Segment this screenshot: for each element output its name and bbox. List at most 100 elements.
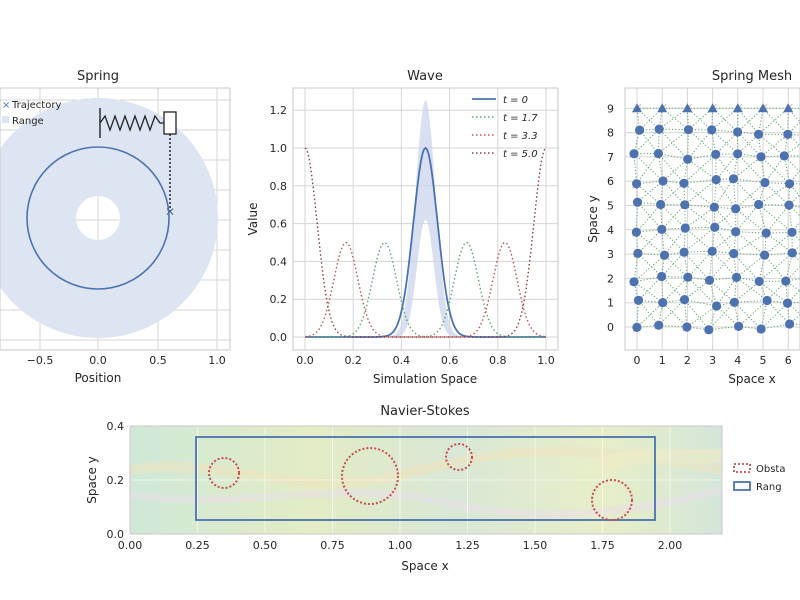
mesh-spring (735, 182, 766, 210)
wave-series-line (305, 241, 546, 338)
mesh-fixed-node (732, 103, 743, 113)
wave-ytick: 0.2 (270, 293, 288, 306)
mesh-spring (758, 252, 793, 282)
mesh-fixed-node (657, 103, 668, 113)
mesh-spring (736, 254, 765, 278)
mesh-spring (664, 227, 686, 256)
mesh-spring (785, 280, 800, 292)
mesh-node (683, 125, 694, 135)
mesh-spring (758, 107, 789, 135)
mesh-frame (624, 87, 800, 351)
navier-panel: Navier-Stokes 0.00 0.25 0.50 0.75 1.00 1.25 1.… (85, 404, 785, 573)
mesh-xtick: 5 (760, 354, 767, 367)
mesh-node (760, 178, 770, 188)
mesh-spring (737, 153, 766, 183)
mesh-node (754, 276, 764, 286)
mesh-node (653, 148, 664, 159)
mesh-ytick: 9 (607, 102, 614, 115)
mesh-xtick: 0 (634, 354, 641, 367)
wave-ticks: 0.0 0.2 0.4 0.6 0.8 1.0 0.0 0.2 0.4 0.6 0.8 1.0 1.2 (270, 104, 555, 367)
mesh-spring (734, 281, 760, 303)
mesh-title: Spring Mesh (712, 69, 792, 84)
wave-ytick: 0.0 (270, 331, 288, 344)
mesh-ylabel: Space y (586, 195, 600, 242)
mesh-spring (764, 252, 793, 256)
mesh-node (785, 319, 795, 329)
mesh-spring (684, 227, 713, 252)
mesh-node (704, 325, 714, 335)
wave-ylabel: Value (246, 203, 260, 236)
mesh-ytick: 5 (607, 200, 614, 213)
mesh-node (679, 178, 689, 188)
mesh-nodes (629, 103, 797, 335)
legend-range: Rang (756, 482, 782, 493)
navier-xtick: 1.25 (455, 539, 480, 552)
spring-marker: ✕ (165, 205, 175, 219)
mesh-spring (684, 250, 713, 253)
navier-ylabel: Space y (85, 456, 99, 503)
mesh-spring (711, 250, 737, 278)
navier-xtick: 0.75 (320, 539, 345, 552)
wave-ytick: 0.8 (270, 180, 288, 193)
mesh-spring (683, 179, 717, 184)
wave-frame (292, 87, 559, 351)
obstacle-circle (208, 457, 240, 489)
navier-ytick: 0.0 (107, 528, 125, 541)
mesh-spring (715, 153, 739, 180)
mesh-spring (762, 107, 789, 135)
mesh-node (734, 321, 744, 331)
mesh-spring (711, 129, 739, 155)
mesh-spring (713, 206, 737, 233)
mesh-spring (687, 276, 717, 307)
mesh-spring (716, 277, 737, 307)
range-legend-swatch (2, 116, 9, 123)
mesh-spring (658, 324, 687, 328)
mesh-node (729, 248, 739, 259)
mesh-fixed-node (682, 103, 693, 113)
obstacle-legend-swatch (733, 463, 751, 473)
mesh-spring (684, 299, 717, 307)
mesh-spring (733, 178, 765, 184)
mesh-spring (715, 179, 737, 209)
spring-xtick: 1.0 (208, 354, 226, 367)
spring-trajectory-circle (26, 146, 170, 290)
mesh-spring (687, 107, 713, 131)
spring-plot-area: ✕ (0, 88, 230, 350)
mesh-spring (787, 133, 800, 147)
mesh-node (761, 228, 771, 238)
wave-xtick: 0.0 (296, 354, 314, 367)
mesh-spring (737, 131, 762, 158)
mesh-spring (734, 300, 768, 303)
mesh-spring (735, 204, 759, 233)
mesh-spring (636, 153, 659, 185)
mesh-xtick: 2 (684, 354, 691, 367)
mesh-spring (733, 156, 762, 180)
mesh-node (657, 224, 667, 234)
wave-ytick: 1.2 (270, 104, 288, 117)
mesh-xtick: 4 (734, 354, 741, 367)
mesh-fixed-node (632, 103, 642, 113)
obstacle-circle (341, 447, 399, 505)
mesh-node (658, 298, 668, 308)
mesh-springs (629, 103, 800, 335)
mesh-xtick: 6 (785, 354, 792, 367)
mesh-spring (638, 276, 663, 301)
spring-title: Spring (77, 69, 119, 84)
mesh-ticks: 0 1 2 3 4 5 6 0 1 2 3 4 5 6 7 8 9 (607, 102, 792, 367)
mesh-node (731, 227, 741, 237)
mesh-spring (660, 204, 686, 229)
mesh-ytick: 4 (607, 224, 614, 237)
mesh-node (731, 204, 741, 214)
mesh-spring (785, 278, 800, 282)
mesh-node (711, 149, 721, 159)
wave-xlabel: Simulation Space (373, 372, 477, 386)
mesh-spring (662, 180, 686, 206)
mesh-spring (636, 180, 664, 185)
mesh-spring (633, 281, 663, 304)
spring-mass-box (163, 111, 177, 135)
wave-ytick: 1.0 (270, 142, 288, 155)
mesh-node (728, 174, 739, 184)
mesh-spring (713, 178, 734, 208)
mesh-node (683, 272, 693, 282)
navier-xtick: 1.50 (523, 539, 548, 552)
